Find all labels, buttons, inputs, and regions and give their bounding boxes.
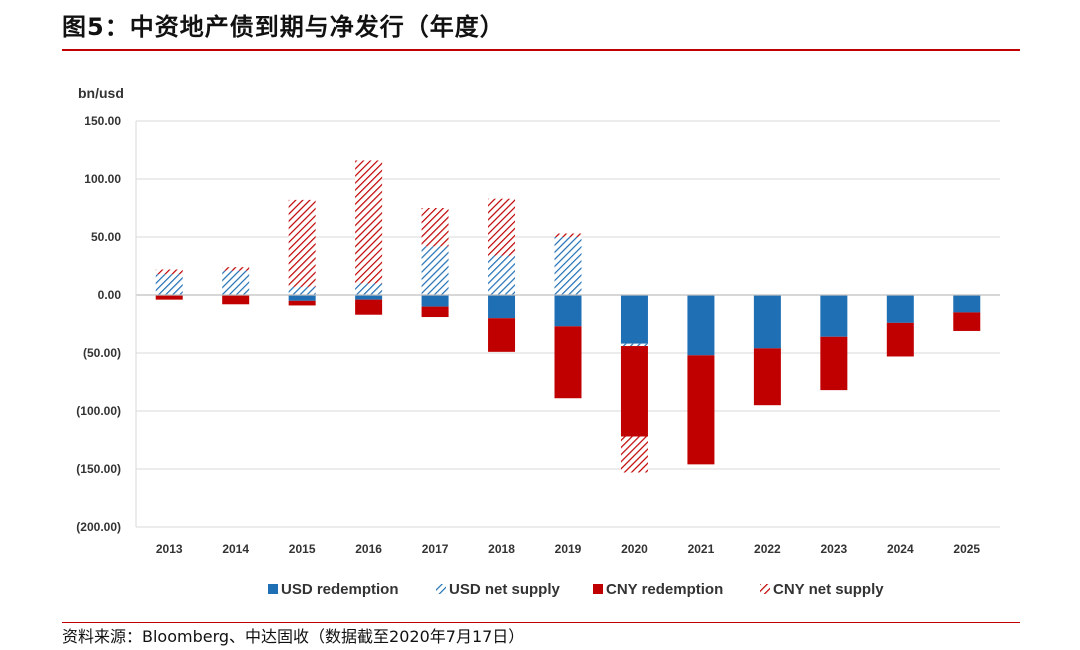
source-note: 资料来源：Bloomberg、中达固收（数据截至2020年7月17日） — [62, 627, 525, 646]
bar-cny_red-2020 — [620, 346, 648, 437]
bar-usd_red-2016 — [355, 295, 383, 300]
bar-cny_red-2024 — [886, 322, 914, 357]
legend-swatch-usd_net — [436, 584, 446, 594]
x-tick-label: 2017 — [422, 542, 449, 556]
bar-cny_net-2018 — [488, 198, 516, 256]
legend-label-usd_red: USD redemption — [281, 581, 399, 598]
bar-cny_net-2016 — [355, 160, 383, 284]
x-tick-label: 2013 — [156, 542, 183, 556]
bar-usd_red-2021 — [687, 295, 715, 356]
bar-cny_red-2013 — [155, 295, 183, 300]
bar-usd_net-2015 — [288, 286, 316, 295]
bar-cny_net-2017 — [421, 208, 449, 247]
x-tick-label: 2015 — [289, 542, 316, 556]
y-tick-label: (100.00) — [76, 404, 121, 418]
chart-title: 图5：中资地产债到期与净发行（年度） — [62, 13, 505, 41]
bar-cny_red-2017 — [421, 306, 449, 318]
x-tick-label: 2014 — [222, 542, 249, 556]
legend-swatch-cny_net — [760, 584, 770, 594]
bar-usd_red-2017 — [421, 295, 449, 307]
grid-layer — [136, 120, 1000, 528]
bar-cny_red-2016 — [355, 299, 383, 315]
bars-layer — [155, 160, 981, 473]
bar-usd_red-2020 — [620, 295, 648, 344]
legend-label-usd_net: USD net supply — [449, 581, 561, 598]
bar-usd_net-2019 — [554, 237, 582, 295]
legend-label-cny_net: CNY net supply — [773, 581, 884, 598]
bar-cny_red-2014 — [222, 295, 250, 305]
y-tick-label: 100.00 — [84, 172, 121, 186]
bar-cny_red-2015 — [288, 300, 316, 306]
bar-cny_net-2013 — [155, 269, 183, 275]
legend: USD redemption USD net supply CNY redempti… — [268, 581, 884, 598]
bar-usd_red-2019 — [554, 295, 582, 327]
x-tick-label: 2016 — [355, 542, 382, 556]
x-tick-label: 2023 — [820, 542, 847, 556]
bar-usd_red-2023 — [820, 295, 848, 337]
bar-usd_net-2018 — [488, 255, 516, 295]
x-tick-label: 2025 — [953, 542, 980, 556]
x-tick-label: 2020 — [621, 542, 648, 556]
title-divider — [62, 49, 1020, 51]
legend-swatch-cny_red — [593, 584, 603, 594]
bar-cny_net-2019 — [554, 233, 582, 237]
bar-usd_red-2022 — [753, 295, 781, 349]
y-axis: 150.00 100.00 50.00 0.00 (50.00) (100.00) (150… — [76, 114, 137, 534]
y-tick-label: (50.00) — [83, 346, 121, 360]
y-tick-label: (150.00) — [76, 462, 121, 476]
bar-cny_net-2015 — [288, 199, 316, 287]
bar-cny_red-2019 — [554, 326, 582, 399]
bar-cny_red-2021 — [687, 355, 715, 465]
legend-label-cny_red: CNY redemption — [606, 581, 723, 598]
x-tick-label: 2024 — [887, 542, 914, 556]
source-divider — [62, 622, 1020, 623]
y-axis-label: bn/usd — [78, 85, 124, 101]
bar-cny_red-2025 — [953, 312, 981, 331]
bar-cny_red-2023 — [820, 336, 848, 391]
x-tick-label: 2021 — [688, 542, 715, 556]
bar-cny_red-2018 — [488, 318, 516, 352]
y-tick-label: 0.00 — [98, 288, 122, 302]
bar-usd_red-2015 — [288, 295, 316, 301]
x-tick-label: 2022 — [754, 542, 781, 556]
x-axis: 2013 2014 2015 2016 2017 2018 2019 2020 2021 2022… — [136, 294, 1000, 556]
bar-usd_net-2013 — [155, 274, 183, 295]
y-tick-label: 50.00 — [91, 230, 121, 244]
bar-usd_red-2024 — [886, 295, 914, 323]
bar-usd_net-2014 — [222, 270, 250, 295]
y-tick-label: (200.00) — [76, 520, 121, 534]
bar-usd_net-2017 — [421, 246, 449, 295]
bar-usd_net-2016 — [355, 283, 383, 295]
bar-usd_red-2018 — [488, 295, 516, 319]
bar-cny_red-2022 — [753, 348, 781, 406]
x-tick-label: 2018 — [488, 542, 515, 556]
bar-cny_net-2014 — [222, 267, 250, 271]
bar-cny_net-2020 — [620, 436, 648, 473]
bar-usd_net-2020 — [620, 343, 648, 347]
x-tick-label: 2019 — [555, 542, 582, 556]
y-tick-label: 150.00 — [84, 114, 121, 128]
bar-usd_red-2025 — [953, 295, 981, 313]
legend-swatch-usd_red — [268, 584, 278, 594]
